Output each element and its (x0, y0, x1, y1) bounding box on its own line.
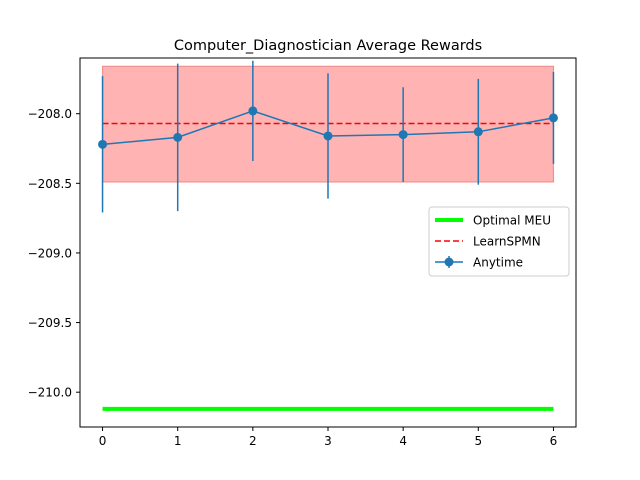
anytime-point (248, 106, 258, 116)
anytime-point (173, 132, 183, 142)
anytime-point (398, 130, 408, 140)
x-tick-label: 1 (174, 434, 182, 448)
legend-box (428, 206, 570, 277)
x-tick-label: 2 (249, 434, 257, 448)
legend: Optimal MEU LearnSPMN Anytime (428, 206, 570, 277)
legend-label: Optimal MEU (473, 214, 551, 228)
chart-title: Computer_Diagnostician Average Rewards (174, 38, 482, 54)
y-tick-label: −209.5 (28, 316, 72, 330)
x-tick-label: 0 (99, 434, 107, 448)
axes: 0 1 2 3 4 5 6 −210.0 −209.5 −209.0 −208.5 −208.0 (28, 57, 577, 448)
anytime-point (98, 139, 108, 149)
anytime-point (473, 127, 483, 137)
y-tick-label: −210.0 (28, 386, 72, 400)
x-tick-label: 5 (474, 434, 482, 448)
legend-label: LearnSPMN (473, 235, 541, 249)
y-tick-label: −208.5 (28, 177, 72, 191)
y-tick-label: −208.0 (28, 107, 72, 121)
x-tick-label: 4 (399, 434, 407, 448)
y-tick-label: −209.0 (28, 246, 72, 260)
plot-area (98, 60, 558, 411)
legend-label: Anytime (473, 256, 523, 270)
x-tick-label: 3 (324, 434, 332, 448)
x-tick-label: 6 (550, 434, 558, 448)
legend-swatch-anytime-marker (444, 257, 454, 267)
anytime-point (548, 113, 558, 123)
anytime-point (323, 131, 333, 141)
